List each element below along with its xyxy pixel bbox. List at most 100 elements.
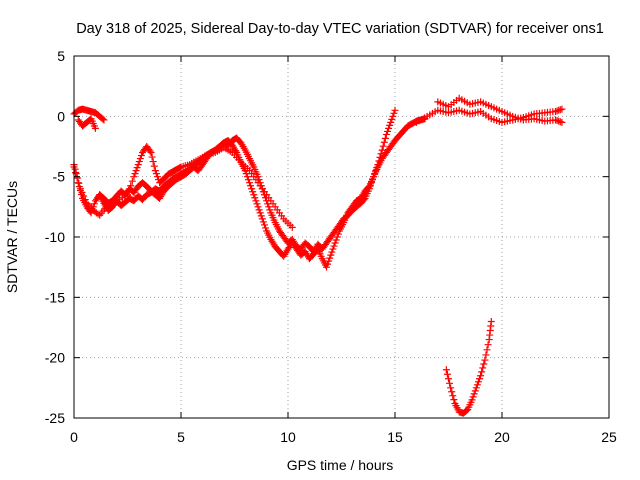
data-point (73, 174, 81, 182)
data-point (148, 153, 156, 161)
x-tick-label: 0 (70, 429, 78, 445)
data-point (260, 221, 268, 229)
data-point (365, 185, 373, 193)
data-point (479, 364, 487, 372)
data-point (265, 203, 273, 211)
y-tick-label: -20 (45, 350, 65, 366)
series-track-e (74, 115, 99, 132)
data-point (480, 360, 488, 368)
data-point (245, 179, 253, 187)
y-tick-label: -10 (45, 229, 65, 245)
data-point (76, 185, 84, 193)
data-point (258, 215, 266, 223)
y-axis-label: SDTVAR / TECUs (4, 181, 20, 293)
data-point (247, 182, 255, 190)
data-point (469, 393, 477, 401)
data-point (390, 109, 398, 117)
data-point (474, 378, 482, 386)
data-point (450, 396, 458, 404)
data-point (380, 138, 388, 146)
data-point (152, 170, 160, 178)
data-point (125, 186, 133, 194)
data-point (257, 212, 265, 220)
x-tick-label: 10 (280, 429, 296, 445)
data-point (253, 200, 261, 208)
data-point (72, 168, 80, 176)
data-point (366, 182, 374, 190)
data-point (251, 194, 259, 202)
data-point (384, 127, 392, 135)
data-point (153, 173, 161, 181)
data-point (381, 134, 389, 142)
data-point (468, 396, 476, 404)
data-point (248, 185, 256, 193)
x-axis-label: GPS time / hours (287, 457, 394, 473)
data-point (556, 118, 564, 126)
data-point (382, 130, 390, 138)
data-point (151, 167, 159, 175)
data-point (446, 379, 454, 387)
data-point (254, 203, 262, 211)
data-point (555, 117, 563, 125)
data-point (369, 176, 377, 184)
data-point (386, 121, 394, 129)
data-point (80, 192, 88, 200)
data-point (558, 105, 566, 113)
data-point (478, 368, 486, 376)
data-point (327, 251, 335, 259)
data-point (471, 387, 479, 395)
series-track-h (442, 317, 495, 417)
data-point (128, 177, 136, 185)
data-point (323, 263, 331, 271)
data-point (134, 161, 142, 169)
x-tick-label: 20 (494, 429, 510, 445)
data-point (442, 366, 450, 374)
data-point (449, 392, 457, 400)
data-point (136, 155, 144, 163)
data-point (473, 381, 481, 389)
y-tick-label: -25 (45, 410, 65, 426)
data-point (332, 236, 340, 244)
x-tick-label: 15 (387, 429, 403, 445)
y-tick-label: -5 (53, 169, 66, 185)
data-point (552, 108, 559, 116)
data-point (78, 188, 86, 196)
y-tick-label: 5 (57, 48, 65, 64)
data-point (262, 224, 270, 232)
data-point (149, 158, 157, 166)
data-point (150, 162, 158, 170)
data-point (379, 142, 387, 150)
data-point (552, 116, 559, 124)
y-tick-label: 0 (57, 108, 65, 124)
data-point (244, 176, 252, 184)
data-point (555, 106, 563, 114)
data-point (75, 179, 83, 187)
data-point (447, 384, 455, 392)
series-track-g (434, 94, 566, 126)
data-point (132, 167, 140, 175)
data-point (443, 370, 451, 378)
data-point (333, 233, 341, 241)
data-point (326, 254, 334, 262)
data-point (249, 188, 257, 196)
axis-ticks: 0 5 10 15 20 25 -25 -20 -15 -10 -5 0 5 (45, 48, 617, 445)
data-point (472, 384, 480, 392)
data-point (470, 390, 478, 398)
data-point (94, 210, 102, 218)
data-point (483, 346, 491, 354)
data-point (385, 124, 393, 132)
data-point (250, 191, 258, 199)
data-point (388, 115, 396, 123)
data-point (324, 260, 332, 268)
data-point (553, 117, 561, 125)
data-point (259, 218, 267, 226)
series-track-c (70, 143, 296, 231)
data-point (127, 182, 135, 190)
data-point (81, 196, 89, 204)
data-point (484, 341, 492, 349)
data-point (137, 152, 145, 160)
data-point (328, 248, 336, 256)
data-point (325, 257, 333, 265)
data-point (556, 106, 564, 114)
